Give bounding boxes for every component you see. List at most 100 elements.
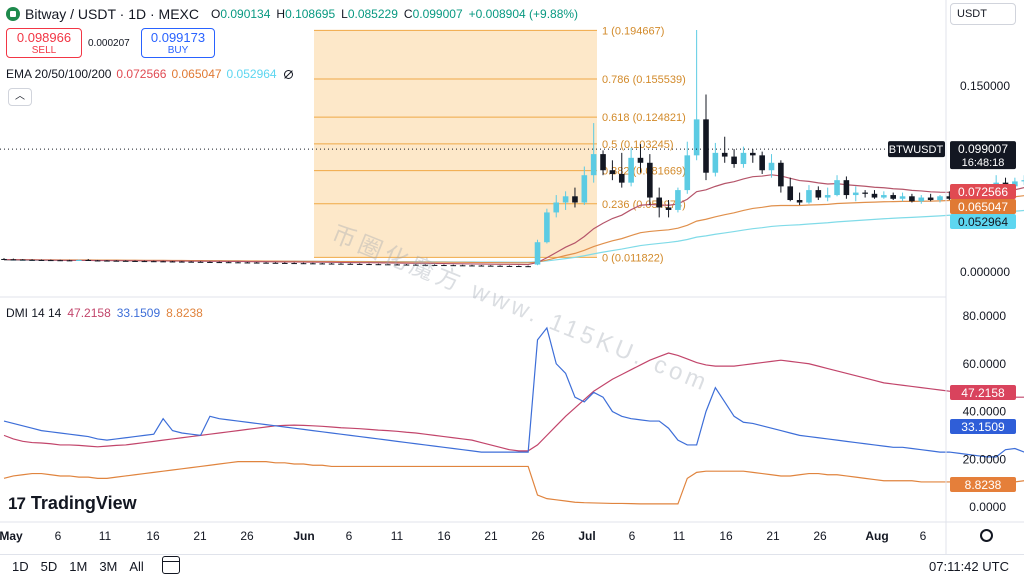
- candle-down: [665, 207, 672, 210]
- dmi-plus-value: 33.1509: [116, 306, 161, 320]
- range-1d[interactable]: 1D: [12, 559, 29, 574]
- open-label: O: [211, 7, 221, 21]
- dmi-legend[interactable]: DMI 14 14 47.2158 33.1509 8.8238: [6, 306, 203, 320]
- range-all[interactable]: All: [129, 559, 144, 574]
- candle-down: [338, 263, 344, 265]
- dmi-badge-value: 33.1509: [961, 420, 1005, 434]
- candle-down: [525, 266, 531, 268]
- candle-down: [890, 195, 896, 199]
- candle-down: [478, 265, 485, 267]
- candle-down: [637, 157, 644, 163]
- candle-down: [843, 180, 850, 196]
- candle-down: [413, 264, 419, 266]
- buy-button[interactable]: 0.099173 BUY: [141, 28, 215, 58]
- bitway-logo-icon: [6, 7, 20, 21]
- fib-level-label: 0.5 (0.103245): [602, 139, 674, 151]
- ema-badge-bg: [950, 199, 1016, 214]
- time-tick-label: Aug: [865, 529, 888, 543]
- candle-down: [216, 262, 223, 264]
- dmi-tick-label: 60.0000: [963, 357, 1007, 371]
- candle-down: [403, 264, 410, 266]
- candle-down: [319, 263, 326, 265]
- candle-up: [834, 180, 840, 196]
- candle-down: [450, 265, 457, 267]
- ema-legend[interactable]: EMA 20/50/100/200 0.072566 0.065047 0.05…: [6, 67, 293, 81]
- collapse-chevron-up-icon[interactable]: ︿: [8, 88, 32, 106]
- candle-down: [29, 259, 35, 261]
- candle-up: [581, 175, 588, 203]
- candle-down: [441, 265, 447, 267]
- candle-down: [469, 265, 475, 267]
- candle-down: [862, 192, 868, 194]
- chart-canvas[interactable]: 1 (0.194667) 0.786 (0.155539) 0.618 (0.124…: [0, 0, 1024, 554]
- candle-down: [19, 259, 26, 261]
- dmi-badge-value: 8.8238: [965, 478, 1002, 492]
- candle-down: [253, 262, 260, 264]
- candle-down: [197, 261, 204, 263]
- dmi-tick-label: 20.0000: [963, 452, 1007, 466]
- ema50-line: [4, 195, 1024, 264]
- candle-down: [384, 264, 391, 266]
- settings-gear-icon[interactable]: [980, 529, 993, 542]
- buy-label: BUY: [167, 45, 189, 56]
- minus-di-line: [3, 461, 1024, 505]
- candle-down: [506, 265, 513, 267]
- candle-up: [1012, 181, 1018, 187]
- candle-up: [76, 259, 82, 261]
- candle-up: [684, 155, 691, 191]
- candle-down: [38, 259, 45, 261]
- candle-up: [675, 190, 681, 210]
- calendar-icon[interactable]: [162, 556, 180, 574]
- candle-down: [759, 155, 765, 171]
- range-5d[interactable]: 5D: [40, 559, 58, 574]
- high-value: 0.108695: [285, 7, 336, 21]
- hide-eye-icon[interactable]: [283, 69, 293, 79]
- candle-down: [375, 264, 382, 266]
- candle-down: [57, 260, 63, 262]
- candle-down: [235, 262, 241, 264]
- candle-down: [291, 263, 297, 265]
- candle-down: [656, 197, 662, 208]
- candle-down: [647, 162, 653, 198]
- candle-down: [132, 260, 138, 262]
- dmi-lines: [3, 326, 1024, 505]
- last-price-badge-bg: [950, 141, 1016, 170]
- currency-select[interactable]: USDT: [950, 3, 1016, 25]
- candle-down: [459, 265, 466, 267]
- sell-label: SELL: [31, 45, 57, 56]
- ema-value-2: 0.065047: [171, 67, 222, 81]
- utc-clock[interactable]: 07:11:42 UTC: [929, 559, 1009, 574]
- candle-down: [871, 193, 878, 198]
- candle-up: [899, 196, 906, 199]
- candle-down: [207, 261, 213, 263]
- ema-value-3: 0.052964: [226, 67, 277, 81]
- symbol-title[interactable]: Bitway / USDT · 1D · MEXC: [25, 6, 199, 22]
- candle-up: [918, 197, 925, 202]
- tradingview-logo[interactable]: 17 TradingView: [8, 493, 137, 514]
- range-3m[interactable]: 3M: [99, 559, 118, 574]
- candle-down: [431, 264, 438, 266]
- buy-price: 0.099173: [150, 30, 206, 45]
- dmi-tick-label: 0.0000: [969, 500, 1006, 514]
- candle-down: [909, 196, 915, 202]
- symbol-badge-bg: [888, 141, 945, 158]
- candle-up: [1021, 180, 1024, 182]
- candle-down: [244, 262, 251, 264]
- candle-up: [806, 190, 812, 203]
- candle-down: [141, 261, 148, 263]
- candle-down: [347, 263, 354, 265]
- candle-down: [85, 259, 92, 261]
- time-tick-label: Jun: [293, 529, 314, 543]
- candle-down: [94, 260, 101, 262]
- candle-down: [122, 260, 129, 262]
- high-label: H: [276, 7, 286, 21]
- candle-down: [946, 196, 953, 199]
- dmi-badge-bg: [950, 419, 1016, 434]
- dmi-tick-label: 80.0000: [963, 309, 1007, 323]
- candle-down: [272, 262, 279, 264]
- range-1m[interactable]: 1M: [69, 559, 88, 574]
- candle-down: [169, 261, 176, 263]
- fib-level-label: 1 (0.194667): [602, 25, 664, 37]
- sell-button[interactable]: 0.098966 SELL: [6, 28, 82, 58]
